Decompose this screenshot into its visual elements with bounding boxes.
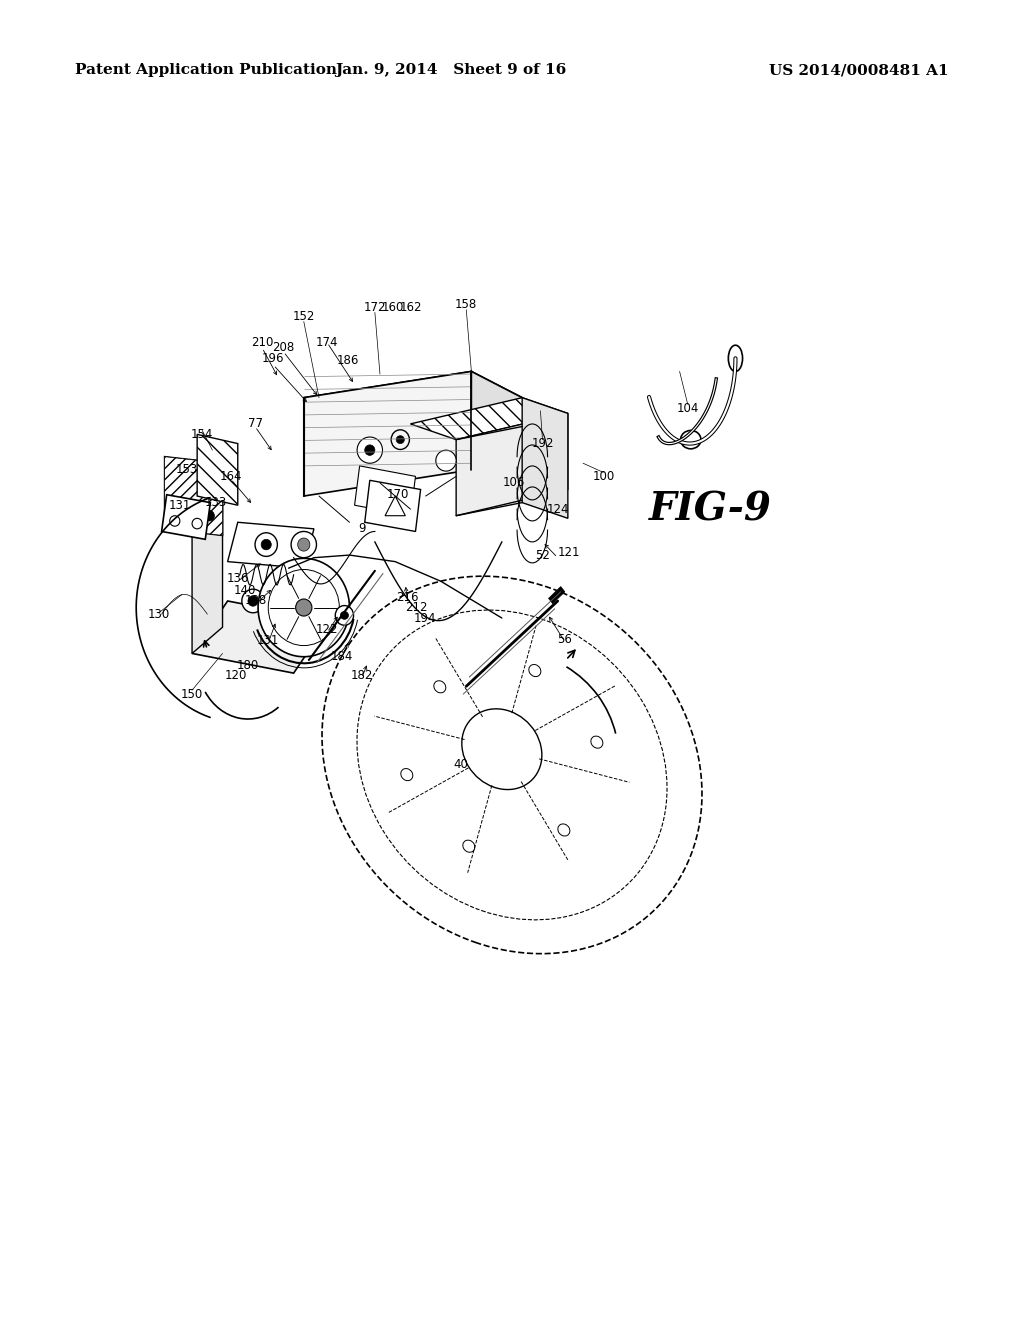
Text: 136: 136: [226, 572, 249, 585]
Text: 158: 158: [456, 298, 477, 312]
Text: 124: 124: [547, 503, 569, 516]
Text: 9: 9: [358, 523, 366, 536]
Polygon shape: [193, 477, 222, 653]
Polygon shape: [549, 586, 565, 603]
Ellipse shape: [296, 599, 312, 616]
Text: 154: 154: [191, 428, 213, 441]
Ellipse shape: [248, 595, 258, 606]
Text: 192: 192: [531, 437, 554, 450]
Polygon shape: [365, 480, 421, 532]
Polygon shape: [165, 457, 222, 536]
Ellipse shape: [365, 445, 375, 455]
Ellipse shape: [298, 539, 310, 552]
Text: 210: 210: [251, 337, 273, 348]
Polygon shape: [165, 503, 182, 529]
Text: US 2014/0008481 A1: US 2014/0008481 A1: [769, 63, 949, 77]
Text: 140: 140: [233, 583, 256, 597]
Text: FIG-9: FIG-9: [648, 490, 771, 528]
Text: 130: 130: [147, 607, 170, 620]
Ellipse shape: [255, 533, 278, 556]
Ellipse shape: [463, 840, 475, 853]
Text: 174: 174: [315, 337, 338, 348]
Text: 164: 164: [219, 470, 242, 483]
Text: Patent Application Publication: Patent Application Publication: [75, 63, 337, 77]
Polygon shape: [304, 371, 471, 496]
Text: 122: 122: [315, 623, 338, 636]
Polygon shape: [411, 397, 568, 440]
Ellipse shape: [170, 516, 180, 527]
Ellipse shape: [258, 558, 349, 657]
Ellipse shape: [261, 540, 271, 550]
Text: 133: 133: [205, 496, 226, 510]
Text: 208: 208: [272, 342, 295, 354]
Ellipse shape: [335, 606, 353, 626]
Text: 77: 77: [248, 417, 262, 430]
Text: 160: 160: [382, 301, 404, 314]
Ellipse shape: [681, 430, 700, 449]
Text: 120: 120: [224, 669, 247, 682]
Text: 182: 182: [350, 669, 373, 682]
Text: 186: 186: [336, 355, 358, 367]
Text: Jan. 9, 2014   Sheet 9 of 16: Jan. 9, 2014 Sheet 9 of 16: [336, 63, 566, 77]
Polygon shape: [522, 397, 568, 519]
Text: 172: 172: [364, 301, 386, 314]
Text: 100: 100: [592, 470, 614, 483]
Ellipse shape: [193, 519, 202, 529]
Ellipse shape: [242, 589, 264, 612]
Text: 40: 40: [454, 759, 469, 771]
Text: 152: 152: [293, 310, 315, 323]
Text: 52: 52: [535, 549, 550, 561]
Polygon shape: [198, 434, 238, 506]
Ellipse shape: [396, 436, 404, 444]
Text: 170: 170: [387, 488, 410, 502]
Text: 196: 196: [262, 352, 285, 364]
Polygon shape: [354, 466, 416, 516]
Text: 153: 153: [176, 463, 198, 477]
Polygon shape: [165, 457, 222, 536]
Ellipse shape: [291, 532, 316, 557]
Polygon shape: [193, 601, 329, 673]
Text: 131: 131: [169, 499, 191, 512]
Ellipse shape: [204, 511, 214, 521]
Ellipse shape: [400, 768, 413, 780]
Ellipse shape: [434, 681, 445, 693]
Ellipse shape: [357, 437, 383, 463]
Text: 212: 212: [406, 601, 428, 614]
Ellipse shape: [528, 664, 541, 677]
Polygon shape: [471, 371, 522, 496]
Text: 184: 184: [330, 649, 352, 663]
Text: 131: 131: [257, 634, 280, 647]
Ellipse shape: [591, 737, 603, 748]
Text: 56: 56: [557, 632, 572, 645]
Text: 188: 188: [245, 594, 267, 607]
Text: 162: 162: [399, 301, 422, 314]
Text: 194: 194: [414, 611, 436, 624]
Polygon shape: [304, 371, 522, 424]
Text: 106: 106: [503, 477, 525, 490]
Ellipse shape: [174, 513, 184, 524]
Polygon shape: [162, 495, 210, 540]
Ellipse shape: [558, 824, 570, 836]
Ellipse shape: [340, 611, 348, 619]
Ellipse shape: [728, 346, 742, 371]
Text: 121: 121: [558, 546, 581, 558]
Text: 104: 104: [677, 401, 699, 414]
Text: 150: 150: [181, 688, 203, 701]
Polygon shape: [227, 523, 314, 568]
Ellipse shape: [436, 450, 456, 471]
Text: 180: 180: [237, 659, 259, 672]
Polygon shape: [456, 413, 568, 516]
Text: 216: 216: [396, 590, 419, 603]
